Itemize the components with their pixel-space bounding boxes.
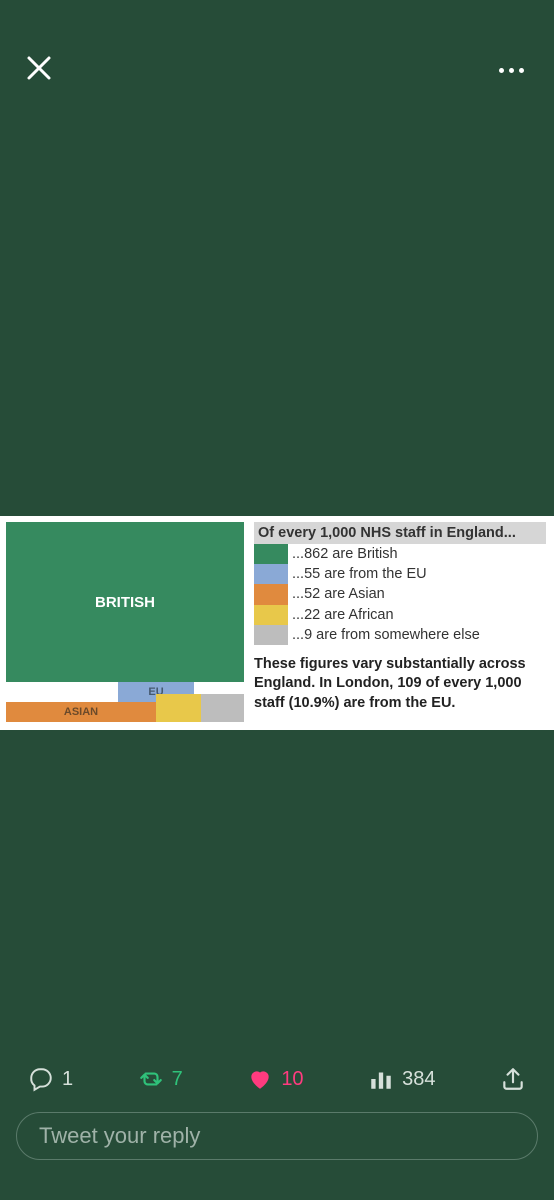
engagement-bar: 1 7 10 384 — [0, 1066, 554, 1092]
retweet-icon — [138, 1066, 164, 1092]
legend-text: ...22 are African — [288, 605, 398, 625]
heart-icon — [247, 1066, 273, 1092]
dot-icon — [509, 68, 514, 73]
reply-count: 1 — [62, 1068, 73, 1091]
treemap-block-british: BRITISH — [6, 522, 244, 682]
like-button[interactable]: 10 — [247, 1066, 303, 1092]
treemap-block-other — [201, 694, 244, 722]
legend-text: ...9 are from somewhere else — [288, 625, 484, 645]
legend-note: These figures vary substantially across … — [254, 655, 546, 714]
legend-row-african: ...22 are African — [254, 605, 546, 625]
legend-swatch — [254, 544, 288, 564]
reply-button[interactable]: 1 — [28, 1066, 73, 1092]
treemap-block-asian: ASIAN — [6, 702, 156, 722]
views-icon — [368, 1066, 394, 1092]
legend-title: Of every 1,000 NHS staff in England... — [254, 522, 546, 544]
dot-icon — [499, 68, 504, 73]
retweet-count: 7 — [172, 1068, 183, 1091]
legend-swatch — [254, 625, 288, 645]
reply-icon — [28, 1066, 54, 1092]
nhs-infographic: BRITISHEUASIAN Of every 1,000 NHS staff … — [0, 516, 554, 728]
legend-swatch — [254, 584, 288, 604]
media-viewer-screen: BRITISHEUASIAN Of every 1,000 NHS staff … — [0, 0, 554, 1200]
like-count: 10 — [281, 1068, 303, 1091]
close-icon — [24, 53, 54, 83]
close-button[interactable] — [24, 53, 54, 88]
dot-icon — [519, 68, 524, 73]
view-count: 384 — [402, 1068, 435, 1091]
legend-row-british: ...862 are British — [254, 544, 546, 564]
embedded-image[interactable]: BRITISHEUASIAN Of every 1,000 NHS staff … — [0, 516, 554, 730]
legend-row-other: ...9 are from somewhere else — [254, 625, 546, 645]
legend-text: ...862 are British — [288, 544, 402, 564]
legend-row-eu: ...55 are from the EU — [254, 564, 546, 584]
share-icon — [500, 1066, 526, 1092]
reply-input[interactable]: Tweet your reply — [16, 1112, 538, 1160]
legend: Of every 1,000 NHS staff in England... .… — [254, 522, 546, 713]
legend-swatch — [254, 605, 288, 625]
retweet-button[interactable]: 7 — [138, 1066, 183, 1092]
legend-text: ...52 are Asian — [288, 584, 389, 604]
legend-row-asian: ...52 are Asian — [254, 584, 546, 604]
legend-swatch — [254, 564, 288, 584]
views-button[interactable]: 384 — [368, 1066, 435, 1092]
top-bar — [0, 40, 554, 100]
share-button[interactable] — [500, 1066, 526, 1092]
more-button[interactable] — [493, 62, 530, 79]
treemap-chart: BRITISHEUASIAN — [6, 522, 244, 722]
reply-placeholder: Tweet your reply — [39, 1123, 200, 1149]
legend-text: ...55 are from the EU — [288, 564, 431, 584]
treemap-block-african — [156, 694, 201, 722]
